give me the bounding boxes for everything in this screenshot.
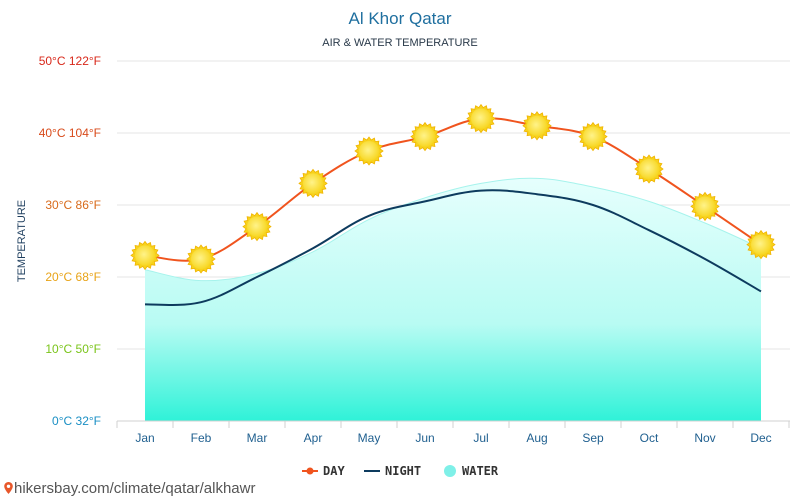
- sun-marker: [298, 168, 328, 199]
- legend-day-swatch-dot: [306, 467, 314, 475]
- x-tick-label: Nov: [694, 431, 715, 445]
- x-tick-label: Jun: [415, 431, 434, 445]
- source-footer[interactable]: hikersbay.com/climate/qatar/alkhawr: [4, 480, 255, 497]
- sun-marker: [690, 191, 720, 222]
- sun-marker: [466, 103, 496, 134]
- sun-core: [359, 141, 379, 161]
- legend-item-water: WATER: [444, 464, 499, 478]
- legend-night-label: NIGHT: [385, 464, 421, 478]
- y-tick-label: 40°C 104°F: [39, 126, 101, 140]
- x-tick-label: Jul: [473, 431, 488, 445]
- day-series: [130, 103, 776, 274]
- legend-water-label: WATER: [462, 464, 499, 478]
- y-tick-label: 50°C 122°F: [39, 54, 101, 68]
- x-tick-label: May: [358, 431, 381, 445]
- sun-core: [695, 196, 715, 217]
- water-area: [144, 177, 762, 421]
- sun-marker: [354, 136, 384, 166]
- sun-core: [527, 115, 547, 136]
- x-tick-label: Feb: [191, 431, 212, 445]
- y-tick-label: 30°C 86°F: [45, 198, 101, 212]
- x-tick-label: Jan: [135, 431, 154, 445]
- legend-item-day: DAY: [302, 464, 345, 478]
- night-series: [144, 189, 762, 306]
- sun-core: [471, 108, 491, 129]
- sun-core: [303, 173, 323, 194]
- sun-marker: [242, 211, 272, 242]
- sun-core: [247, 216, 267, 237]
- sun-core: [751, 234, 771, 255]
- x-tick-label: Dec: [750, 431, 771, 445]
- sun-marker: [634, 154, 664, 184]
- sun-core: [583, 126, 603, 147]
- y-tick-labels: 0°C 32°F 10°C 50°F 20°C 68°F 30°C 86°F 40°C …: [39, 54, 101, 428]
- legend-item-night: NIGHT: [364, 464, 421, 478]
- sun-marker: [522, 111, 552, 141]
- x-axis: Jan Feb Mar Apr May Jun Jul Aug Sep Oct Nov Dec: [116, 420, 790, 445]
- x-tick-label: Apr: [304, 431, 323, 445]
- sun-marker: [746, 229, 776, 260]
- location-pin-icon: [4, 482, 13, 494]
- x-tick-label: Aug: [526, 431, 547, 445]
- y-tick-label: 10°C 50°F: [45, 342, 101, 356]
- night-line: [144, 189, 762, 306]
- sun-core: [639, 159, 659, 179]
- sun-marker: [410, 121, 440, 152]
- x-tick-label: Mar: [247, 431, 268, 445]
- water-area-edge: [144, 177, 762, 282]
- sun-core: [415, 126, 435, 147]
- sun-marker: [186, 244, 216, 274]
- legend-water-swatch: [444, 465, 456, 477]
- sun-marker: [578, 121, 608, 152]
- y-tick-label: 0°C 32°F: [52, 414, 101, 428]
- water-area-fill: [145, 178, 761, 421]
- x-tick-label: Oct: [640, 431, 659, 445]
- chart-subtitle: AIR & WATER TEMPERATURE: [322, 37, 477, 49]
- source-link[interactable]: hikersbay.com/climate/qatar/alkhawr: [14, 480, 256, 497]
- sun-marker: [130, 240, 160, 271]
- y-axis-label: TEMPERATURE: [16, 200, 28, 282]
- y-tick-label: 20°C 68°F: [45, 270, 101, 284]
- legend: DAY NIGHT WATER: [302, 464, 499, 478]
- x-tick-label: Sep: [582, 431, 604, 445]
- sun-core: [135, 245, 155, 266]
- legend-day-label: DAY: [323, 464, 345, 478]
- chart-title: Al Khor Qatar: [349, 9, 452, 28]
- sun-core: [191, 249, 211, 269]
